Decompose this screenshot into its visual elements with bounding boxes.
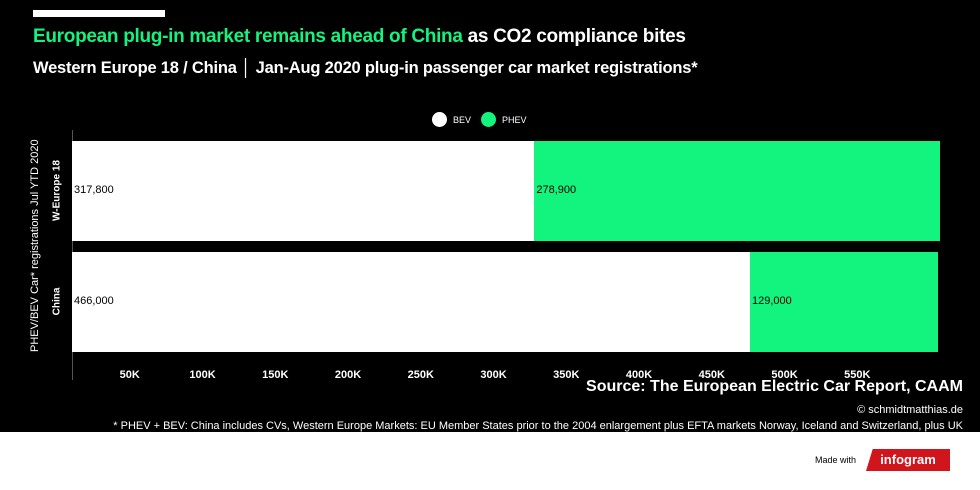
- x-tick-label: 400K: [625, 369, 653, 381]
- decorative-bar: [33, 10, 165, 17]
- x-tick-label: 550K: [844, 369, 871, 381]
- source-text: Source: The European Electric Car Report…: [586, 378, 963, 395]
- copyright-text: © schmidtmatthias.de: [857, 404, 963, 416]
- data-label: 278,900: [536, 184, 577, 196]
- chart-subtitle: Western Europe 18 / China │ Jan-Aug 2020…: [33, 59, 698, 77]
- bar-phev[interactable]: [750, 252, 938, 352]
- made-with-text: Made with: [815, 455, 857, 465]
- category-label: W-Europe 18: [51, 160, 63, 221]
- footnote-text: * PHEV + BEV: China includes CVs, Wester…: [113, 420, 963, 432]
- y-axis-label: PHEV/BEV Car* registrations Jul YTD 2020: [29, 139, 41, 352]
- x-tick-label: 100K: [189, 369, 216, 381]
- data-label: 317,800: [74, 184, 114, 196]
- legend-swatch-bev: [432, 112, 447, 127]
- legend-label-phev[interactable]: PHEV: [502, 114, 527, 125]
- title-highlight: European plug-in market remains ahead of…: [33, 26, 463, 47]
- x-tick-label: 200K: [334, 369, 362, 381]
- x-tick-label: 300K: [480, 369, 507, 381]
- bar-phev[interactable]: [534, 141, 941, 241]
- bar-bev[interactable]: [72, 252, 751, 352]
- legend-label-bev[interactable]: BEV: [453, 114, 472, 125]
- x-tick-label: 350K: [553, 369, 580, 381]
- legend-swatch-phev: [481, 112, 497, 127]
- x-tick-label: 500K: [771, 369, 798, 381]
- data-label: 466,000: [74, 295, 114, 307]
- infogram-logo[interactable]: infogram: [866, 449, 950, 471]
- x-tick-label: 150K: [262, 369, 289, 381]
- x-tick-label: 250K: [407, 369, 434, 381]
- title-rest: as CO2 compliance bites: [462, 26, 686, 47]
- category-label: China: [51, 287, 63, 316]
- legend: BEV PHEV: [432, 112, 527, 127]
- bar-bev[interactable]: [72, 141, 535, 241]
- data-label: 129,000: [752, 295, 792, 307]
- x-tick-label: 450K: [698, 369, 725, 381]
- x-tick-label: 50K: [119, 369, 140, 381]
- chart-title: European plug-in market remains ahead of…: [33, 26, 686, 48]
